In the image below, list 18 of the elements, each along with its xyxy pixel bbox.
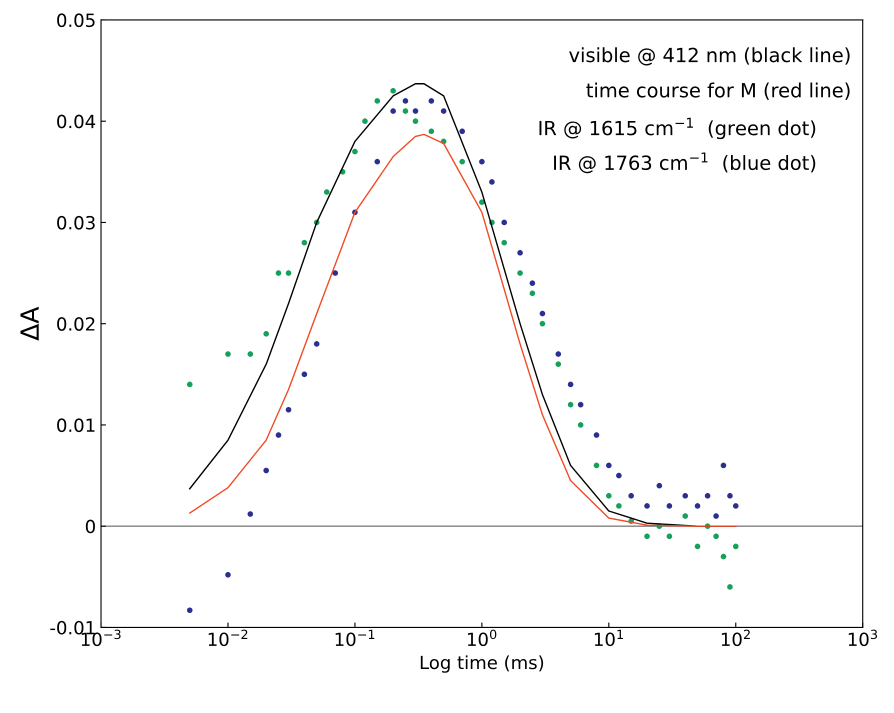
y-tick-label: 0.03	[57, 216, 95, 230]
annotation: visible @ 412 nm (black line)	[569, 47, 850, 66]
y-tick-label: 0.04	[57, 114, 96, 128]
x-tick-label: 10$^{2}$	[722, 630, 750, 646]
y-tick-label: 0.02	[57, 317, 94, 331]
y-tick-label: 0.01	[57, 418, 94, 432]
x-tick-label: 10$^{−2}$	[208, 630, 248, 646]
x-tick-label: 10$^{3}$	[848, 630, 877, 646]
y-axis-title: ΔA	[20, 306, 39, 341]
y-tick-label: 0	[86, 520, 95, 534]
x-tick-label: 10$^{0}$	[468, 630, 496, 646]
annotation: IR @ 1615 cm$^{−1}$ (green dot)	[540, 118, 816, 140]
annotation: time course for M (red line)	[586, 82, 850, 100]
x-tick-label: 10$^{−1}$	[336, 630, 374, 646]
x-axis-title: Log time (ms)	[420, 655, 544, 673]
y-tick-label: 0.05	[57, 13, 95, 28]
x-tick-label: 10$^{1}$	[594, 630, 623, 646]
annotation: IR @ 1763 cm$^{−1}$ (blue dot)	[554, 152, 816, 174]
